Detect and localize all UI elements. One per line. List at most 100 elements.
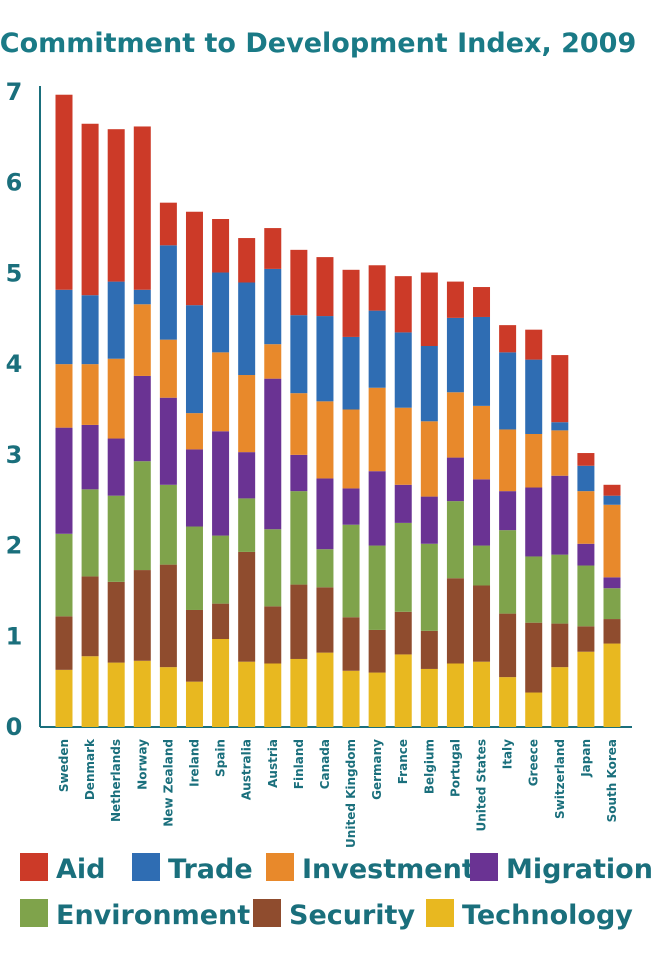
bar-stack-netherlands [107, 129, 125, 727]
bar-segment-environment [133, 461, 151, 571]
bar-segment-trade [81, 295, 99, 365]
bar-segment-technology [212, 639, 230, 727]
bar-segment-migration [81, 424, 99, 490]
bar-segment-trade [499, 352, 517, 430]
bar-segment-technology [420, 668, 438, 727]
bar-segment-environment [446, 501, 464, 579]
bar-stack-united-states [473, 287, 491, 727]
bar-segment-migration [473, 479, 491, 546]
bar-segment-investment [81, 364, 99, 425]
bar-segment-environment [316, 549, 334, 588]
bar-segment-technology [159, 667, 177, 727]
bar-stack-austria [264, 228, 282, 727]
legend-swatch [470, 853, 498, 881]
bar-stack-greece [525, 329, 543, 727]
bar-stack-italy [499, 325, 517, 727]
bar-segment-migration [316, 478, 334, 550]
bar-segment-investment [264, 344, 282, 379]
bar-stack-spain [212, 219, 230, 727]
legend-item-technology: Technology [426, 899, 633, 931]
bar-segment-technology [603, 643, 621, 727]
y-tick-label: 2 [6, 532, 23, 560]
bar-segment-technology [107, 662, 125, 727]
bar-segment-investment [525, 433, 543, 488]
bar-segment-trade [264, 268, 282, 345]
bar-segment-security [133, 570, 151, 661]
bar-stack-canada [316, 257, 334, 727]
y-tick-label: 6 [6, 169, 23, 197]
bar-segment-environment [81, 489, 99, 577]
bar-segment-migration [55, 427, 73, 534]
bar-segment-technology [81, 656, 99, 727]
bar-segment-trade [159, 245, 177, 340]
x-tick-label: Canada [318, 739, 332, 789]
bar-segment-security [603, 619, 621, 644]
bar-segment-migration [342, 488, 360, 525]
bar-segment-aid [185, 211, 203, 306]
bar-segment-aid [473, 287, 491, 317]
legend-item-trade: Trade [132, 853, 253, 885]
x-tick-label: Australia [240, 739, 254, 800]
bar-segment-technology [238, 661, 256, 727]
bar-stack-new-zealand [159, 202, 177, 727]
bar-segment-technology [55, 669, 73, 727]
bar-segment-environment [499, 530, 517, 614]
bar-segment-trade [290, 315, 308, 394]
bar-segment-environment [603, 588, 621, 620]
x-tick-label: Spain [214, 739, 228, 777]
bar-segment-technology [290, 658, 308, 727]
bar-segment-trade [603, 495, 621, 505]
bar-segment-migration [133, 375, 151, 462]
bar-segment-security [499, 613, 517, 678]
bar-segment-security [394, 611, 412, 655]
bar-stack-norway [133, 126, 151, 727]
bar-segment-security [525, 622, 543, 693]
bar-segment-environment [290, 491, 308, 585]
bar-segment-trade [185, 305, 203, 414]
bar-segment-investment [420, 421, 438, 497]
bar-segment-trade [368, 310, 386, 388]
legend-swatch [253, 899, 281, 927]
bar-segment-investment [55, 364, 73, 428]
chart-title: Commitment to Development Index, 2009 [0, 28, 636, 59]
legend-label: Investment [302, 854, 475, 885]
bar-segment-aid [368, 265, 386, 311]
bar-segment-technology [342, 670, 360, 727]
legend-label: Aid [56, 854, 105, 885]
bar-segment-environment [159, 484, 177, 565]
bar-segment-investment [603, 504, 621, 578]
bar-segment-trade [238, 282, 256, 376]
bar-segment-migration [290, 454, 308, 492]
bar-segment-trade [133, 289, 151, 305]
bar-segment-aid [133, 126, 151, 290]
bar-segment-aid [551, 355, 569, 423]
y-tick-label: 1 [6, 622, 23, 650]
legend-swatch [20, 853, 48, 881]
y-tick-label: 0 [6, 713, 23, 741]
legend-item-investment: Investment [266, 853, 475, 885]
bar-segment-investment [394, 407, 412, 485]
bar-segment-security [185, 609, 203, 682]
bar-segment-security [107, 581, 125, 663]
x-tick-label: Finland [292, 739, 306, 789]
bar-segment-aid [446, 281, 464, 318]
bar-segment-security [55, 616, 73, 670]
bar-segment-migration [420, 496, 438, 544]
legend: Aid Trade Investment Migration Environment Se… [20, 853, 652, 931]
bar-segment-trade [525, 359, 543, 434]
legend-label: Security [289, 900, 415, 931]
legend-item-migration: Migration [470, 853, 652, 885]
bar-segment-environment [368, 545, 386, 630]
bar-segment-aid [499, 325, 517, 353]
bar-segment-migration [212, 431, 230, 536]
bar-segment-migration [107, 438, 125, 496]
bar-segment-trade [420, 346, 438, 422]
legend-item-environment: Environment [20, 899, 250, 931]
legend-label: Environment [56, 900, 250, 931]
bar-segment-aid [394, 276, 412, 333]
bar-segment-migration [446, 457, 464, 502]
bar-segment-migration [551, 475, 569, 555]
x-tick-label: Sweden [57, 739, 71, 792]
bar-segment-investment [316, 401, 334, 479]
